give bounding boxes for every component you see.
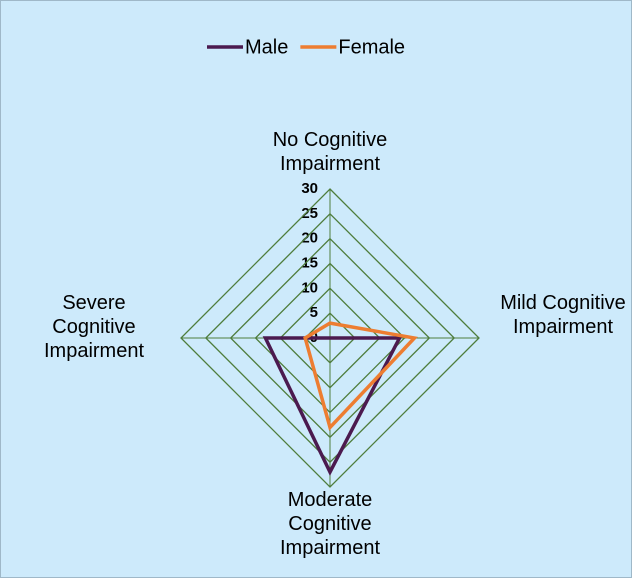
tick-label: 25 bbox=[301, 205, 318, 222]
series-line bbox=[303, 321, 418, 431]
tick-label: 10 bbox=[301, 279, 318, 296]
legend-label: Male bbox=[245, 36, 288, 58]
category-label: No Cognitive Impairment bbox=[272, 129, 388, 175]
legend-label: Female bbox=[338, 36, 405, 58]
tick-label: 30 bbox=[301, 180, 318, 197]
tick-label: 15 bbox=[301, 254, 318, 271]
series-line bbox=[262, 336, 403, 477]
category-label: Moderate Cognitive Impairment bbox=[279, 489, 381, 559]
tick-label: 20 bbox=[301, 230, 318, 247]
category-label: Severe Cognitive Impairment bbox=[43, 292, 145, 362]
category-label: Mild Cognitive Impairment bbox=[500, 292, 626, 338]
tick-label: 5 bbox=[310, 304, 318, 321]
